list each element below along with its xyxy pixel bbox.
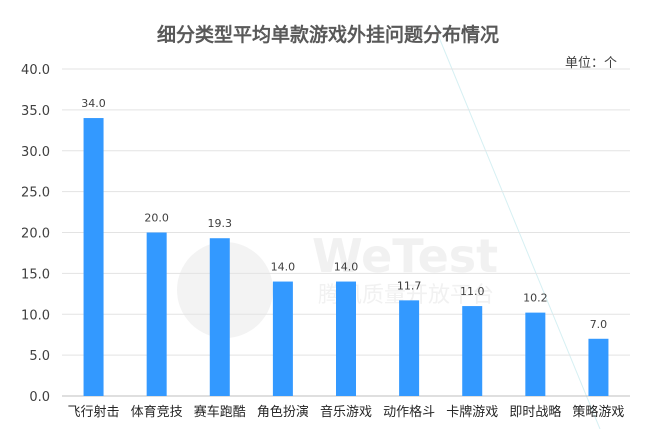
x-category-label: 策略游戏 xyxy=(572,404,624,420)
bar xyxy=(209,238,230,396)
y-axis-ticks: 0.0 5.0 10.0 15.0 20.0 25.0 30.0 35.0 40.0 xyxy=(21,63,50,405)
y-tick-label: 25.0 xyxy=(21,186,50,201)
y-tick-label: 30.0 xyxy=(21,145,50,160)
y-tick-label: 0.0 xyxy=(29,390,50,405)
data-label: 10.2 xyxy=(523,292,548,305)
watermark-brand: WeTest xyxy=(312,229,498,283)
unit-label: 单位：个 xyxy=(565,56,617,71)
bar xyxy=(336,281,356,396)
diagonal-decoration xyxy=(435,29,601,429)
y-tick-label: 35.0 xyxy=(21,104,50,119)
bar xyxy=(525,312,546,396)
bar xyxy=(83,118,104,397)
x-category-label: 卡牌游戏 xyxy=(446,404,498,420)
bar xyxy=(588,338,609,396)
x-axis-categories: 飞行射击 体育竞技 赛车跑酷 角色扮演 音乐游戏 动作格斗 卡牌游戏 即时战略 策略游戏 xyxy=(68,404,625,420)
y-tick-label: 10.0 xyxy=(21,308,50,323)
bar xyxy=(272,281,293,396)
y-tick-label: 5.0 xyxy=(29,349,50,364)
x-category-label: 角色扮演 xyxy=(257,404,309,420)
data-label: 34.0 xyxy=(81,97,106,110)
data-label: 7.0 xyxy=(590,318,608,331)
chart-title: 细分类型平均单款游戏外挂问题分布情况 xyxy=(157,23,499,46)
data-label: 19.3 xyxy=(208,217,233,230)
y-tick-label: 40.0 xyxy=(21,63,50,78)
y-tick-label: 20.0 xyxy=(21,227,50,242)
data-label: 11.7 xyxy=(397,279,422,292)
bar xyxy=(462,306,483,396)
data-label: 11.0 xyxy=(460,285,485,298)
x-category-label: 赛车跑酷 xyxy=(194,404,246,420)
x-category-label: 即时战略 xyxy=(509,404,561,420)
data-label: 14.0 xyxy=(334,261,359,274)
x-category-label: 音乐游戏 xyxy=(320,404,372,420)
data-label: 14.0 xyxy=(271,261,296,274)
y-tick-label: 15.0 xyxy=(21,267,50,282)
data-labels: 34.0 20.0 19.3 14.0 14.0 11.7 11.0 10.2 7.0 xyxy=(81,97,607,331)
x-category-label: 飞行射击 xyxy=(68,404,120,420)
bar xyxy=(399,300,420,396)
data-label: 20.0 xyxy=(144,212,169,225)
x-category-label: 动作格斗 xyxy=(383,404,435,420)
bars xyxy=(83,118,609,397)
x-category-label: 体育竞技 xyxy=(131,404,183,420)
bar xyxy=(146,232,167,396)
